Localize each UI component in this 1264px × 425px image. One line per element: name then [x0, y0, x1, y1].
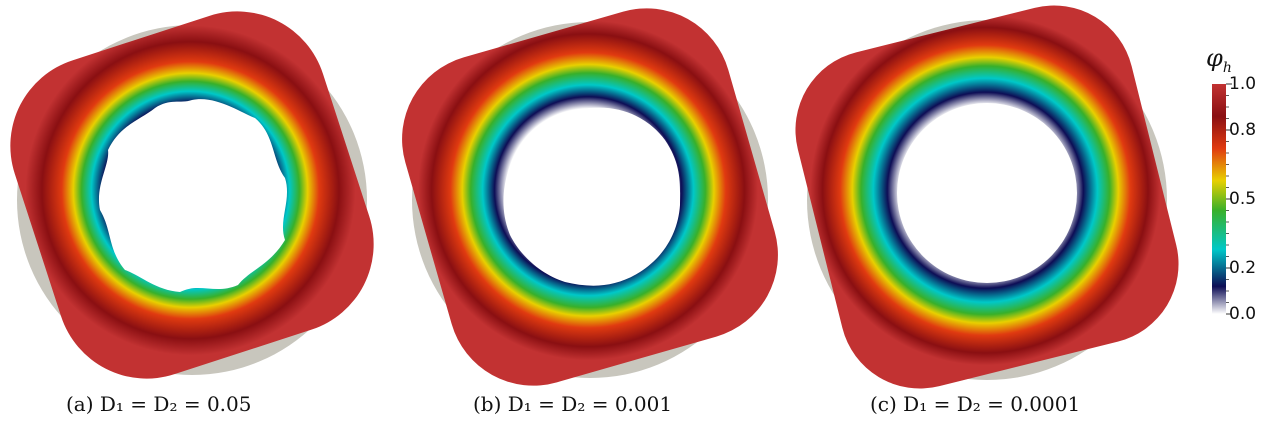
- colorbar-tick-label: 1.0: [1229, 74, 1257, 94]
- caption-b: (b) D₁ = D₂ = 0.001: [473, 392, 673, 416]
- colorbar-tick-label: 0.5: [1229, 189, 1257, 209]
- colorbar-tick-label: 0.8: [1229, 120, 1257, 140]
- panel-b: [402, 8, 778, 386]
- panel-a-inner-hole: [98, 99, 288, 292]
- caption-a: (a) D₁ = D₂ = 0.05: [66, 392, 252, 416]
- caption-c: (c) D₁ = D₂ = 0.0001: [870, 392, 1081, 416]
- colorbar-title-symbol: φ: [1206, 44, 1223, 72]
- colorbar-title: φh: [1206, 44, 1232, 76]
- colorbar: [1212, 83, 1232, 315]
- colorbar-title-subscript: h: [1222, 59, 1232, 76]
- colorbar-tick-label: 0.2: [1229, 258, 1257, 278]
- panel-c: [795, 5, 1179, 389]
- colorbar-ticks: [1226, 83, 1232, 315]
- panel-c-inner-hole: [897, 103, 1077, 283]
- panel-a: [10, 11, 374, 379]
- colorbar-tick-label: 0.0: [1229, 304, 1257, 324]
- colorbar-bar: [1212, 84, 1226, 314]
- panel-b-inner-hole: [503, 107, 681, 286]
